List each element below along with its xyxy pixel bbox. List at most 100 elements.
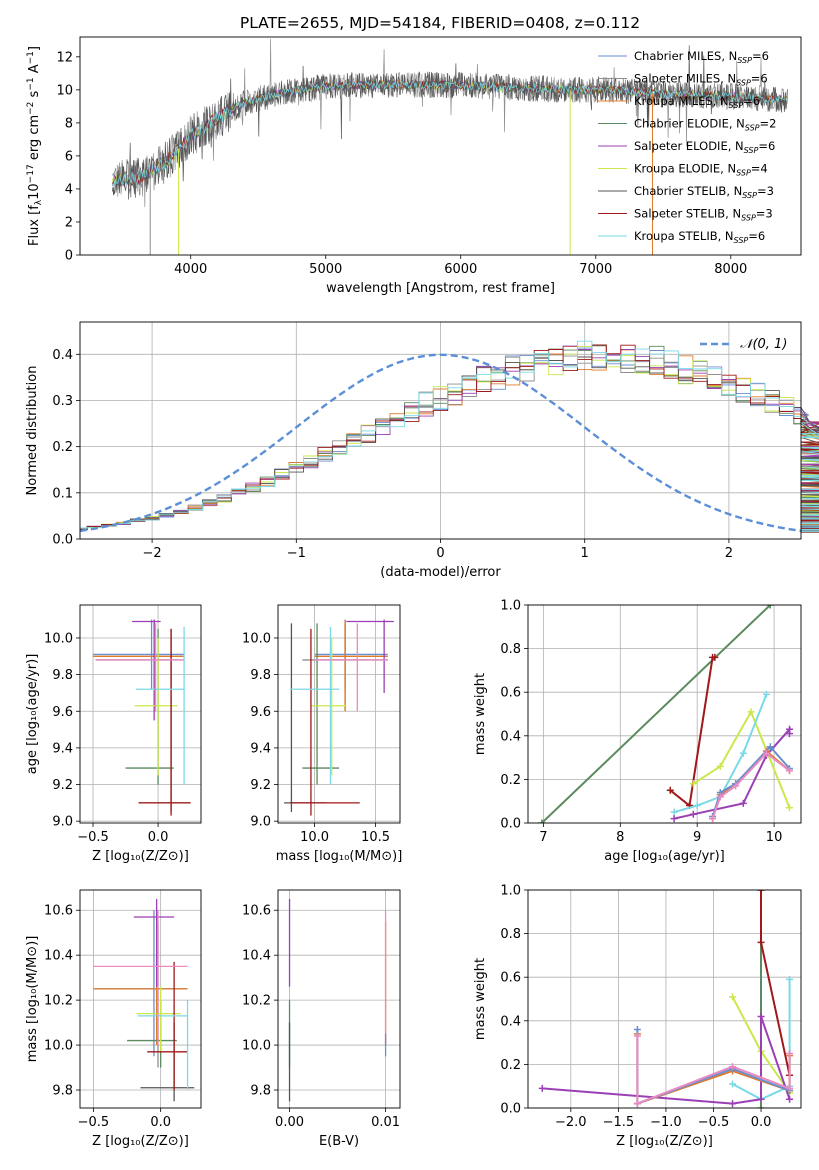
legend-n: =6 <box>743 94 760 108</box>
weight-marker <box>785 767 793 775</box>
y-tick-label: 9.8 <box>52 1084 73 1099</box>
weight-line <box>541 605 771 823</box>
legend-label: Chabrier MILES, NSSP=6 <box>634 49 769 65</box>
weight-marker <box>786 1084 794 1092</box>
y-tick-label: 9.4 <box>250 741 271 756</box>
y-tick-label: 0.6 <box>500 686 521 701</box>
legend-text: Kroupa ELODIE, N <box>634 162 736 176</box>
panel-spectrum: 4000 5000 6000 7000 8000 0 2 4 6 8 10 12 wavelength … <box>26 36 802 296</box>
y-tick-label: 0.2 <box>52 440 73 455</box>
weight-marker <box>757 890 765 894</box>
x-axis-label: mass [log₁₀(M/M⊙)] <box>276 849 403 864</box>
y-tick-label: 0.4 <box>52 348 73 363</box>
y-axis-label-part: 10 <box>27 183 42 200</box>
y-tick-label: 0.1 <box>52 486 73 501</box>
weight-marker <box>689 780 697 788</box>
x-tick-label: 4000 <box>174 262 207 277</box>
y-tick-label: 0.4 <box>500 729 521 744</box>
spectrum-line <box>112 79 788 187</box>
legend-sub: SSP <box>745 124 760 133</box>
weight-marker <box>732 782 740 790</box>
y-axis-label: age [log₁₀(age/yr)] <box>25 654 40 775</box>
weight-marker <box>757 1104 765 1108</box>
legend-n: =2 <box>760 117 777 131</box>
weight-marker <box>716 762 724 770</box>
legend-text: Chabrier ELODIE, N <box>634 117 745 131</box>
legend-label: Kroupa MILES, NSSP=6 <box>634 94 760 110</box>
weight-line <box>692 709 791 809</box>
legend-label: Kroupa ELODIE, NSSP=4 <box>634 162 768 178</box>
x-tick-label: 2 <box>725 546 733 561</box>
weight-marker <box>757 1012 765 1020</box>
axes-frame <box>79 321 802 540</box>
weight-marker <box>729 1080 737 1088</box>
panel-mass_vs_ebv: 0.00 0.01 9.8 10.0 10.2 10.4 10.6 E(B-V) <box>242 889 401 1149</box>
x-tick-label: 5000 <box>309 262 342 277</box>
x-tick-label: 0.00 <box>275 1115 304 1130</box>
histogram-step <box>80 347 819 533</box>
y-tick-label: 0.0 <box>500 1102 521 1117</box>
axes-frame <box>277 604 401 824</box>
panel-weight_vs_age: 7 8 9 10 0.0 0.2 0.4 0.6 0.8 1.0 age [log₁₀(age/yr… <box>473 599 802 864</box>
legend-label: Kroupa STELIB, NSSP=6 <box>634 229 765 245</box>
y-tick-label: 9.8 <box>250 1084 271 1099</box>
panel-age_vs_mass: 10.0 10.5 9.0 9.2 9.4 9.6 9.8 10.0 mass [log₁₀(M… <box>242 604 403 864</box>
legend-sub: SSP <box>737 56 752 65</box>
y-axis-label: mass weight <box>473 673 488 755</box>
x-tick-label: −0.5 <box>78 1115 110 1130</box>
y-tick-label: 10.0 <box>242 631 271 646</box>
x-tick-label: 8 <box>616 830 624 845</box>
axes-frame <box>277 889 401 1109</box>
y-axis-label-part: erg cm <box>27 115 42 164</box>
x-tick-label: −0.5 <box>77 830 109 845</box>
x-axis-label: age [log₁₀(age/yr)] <box>604 849 725 864</box>
weight-marker <box>739 749 747 757</box>
histogram-step <box>80 345 819 533</box>
y-tick-label: 0.8 <box>500 642 521 657</box>
weight-marker <box>633 1032 641 1040</box>
legend-n: =6 <box>752 49 769 63</box>
axes-frame <box>79 36 802 256</box>
y-axis-label-part: ] <box>27 46 42 51</box>
y-axis-label-part: Flux [f <box>27 205 42 246</box>
legend-label: Chabrier ELODIE, NSSP=2 <box>634 117 776 133</box>
x-tick-label: 6000 <box>444 262 477 277</box>
weight-marker <box>757 1095 765 1103</box>
panel-age_vs_Z: −0.5 0.0 9.0 9.2 9.4 9.6 9.8 10.0 Z [log₁₀(Z/Z⊙)… <box>25 604 202 864</box>
legend-n: =4 <box>751 162 768 176</box>
x-tick-label: 0.0 <box>751 1115 772 1130</box>
x-tick-label: 7 <box>539 830 547 845</box>
y-tick-label: 10.0 <box>44 631 73 646</box>
y-tick-label: 0.4 <box>500 1014 521 1029</box>
legend-text: Salpeter ELODIE, N <box>634 139 744 153</box>
y-tick-label: 10.6 <box>242 904 271 919</box>
legend-text: Chabrier STELIB, N <box>634 184 742 198</box>
x-tick-label: 0.0 <box>148 830 169 845</box>
weight-marker <box>670 815 678 823</box>
y-axis-label-part: s <box>27 90 42 101</box>
y-tick-label: 0.0 <box>52 533 73 548</box>
y-tick-label: 10.2 <box>44 994 73 1009</box>
x-tick-label: −0.5 <box>698 1115 730 1130</box>
y-tick-label: 9.2 <box>250 778 271 793</box>
y-tick-label: 10.4 <box>242 949 271 964</box>
y-axis-label: Normed distribution <box>25 366 40 496</box>
axes-frame <box>79 889 202 1109</box>
axes-frame <box>527 889 802 1109</box>
weight-marker <box>666 786 674 794</box>
y-axis-label-part: −1 <box>26 77 36 90</box>
y-tick-label: 10.0 <box>242 1039 271 1054</box>
legend-label: Chabrier STELIB, NSSP=3 <box>634 184 774 200</box>
y-tick-label: 9.2 <box>52 778 73 793</box>
legend-sub: SSP <box>736 79 751 88</box>
histogram-step <box>80 344 819 533</box>
spectrum-line <box>112 45 788 200</box>
weight-marker <box>762 690 770 698</box>
weight-marker <box>739 799 747 807</box>
y-axis-label: Flux [fλ10−17 erg cm−2 s−1 A−1] <box>26 46 44 246</box>
legend-sub: SSP <box>744 146 759 155</box>
y-tick-label: 9.0 <box>52 815 73 830</box>
y-axis-label-part: A <box>27 64 42 77</box>
histogram-step <box>80 340 819 532</box>
